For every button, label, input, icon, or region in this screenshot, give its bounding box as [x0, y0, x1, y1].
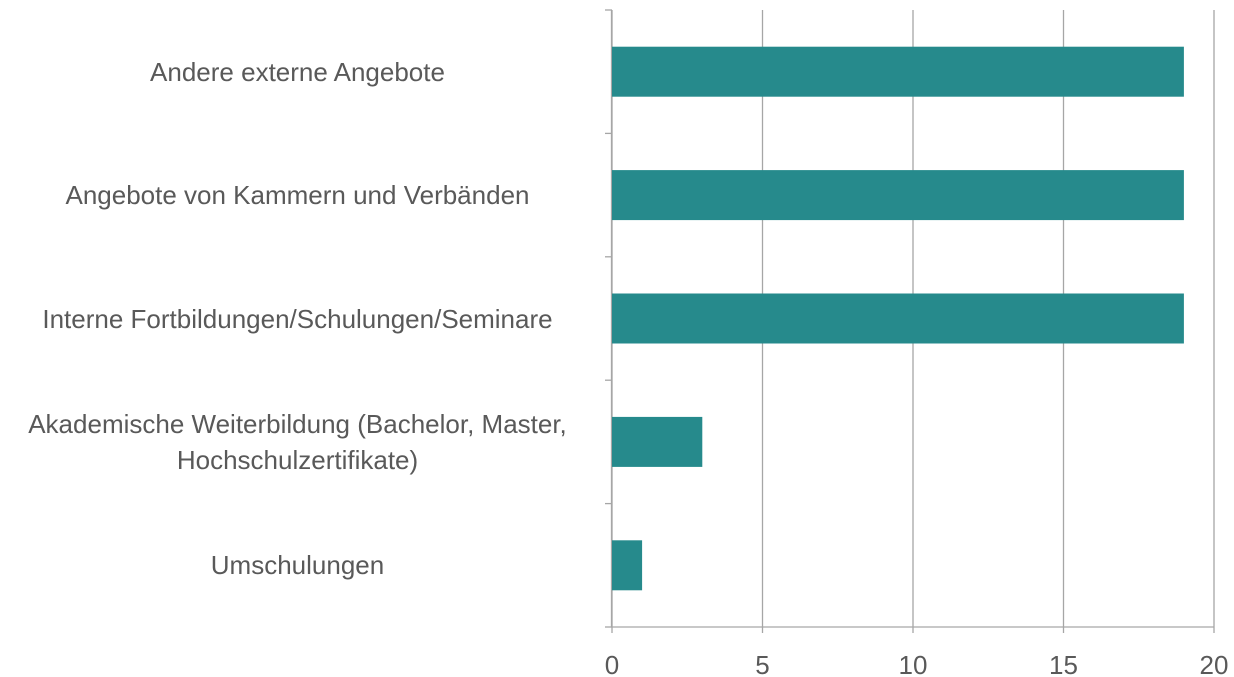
y-tick-label: Andere externe Angebote [150, 56, 445, 87]
y-tick-label: Angebote von Kammern und Verbänden [65, 180, 530, 211]
y-tick-label: Akademische Weiterbildung (Bachelor, Mas… [28, 408, 567, 475]
x-tick-label: 5 [755, 650, 769, 677]
x-tick-label: 20 [1200, 650, 1229, 677]
x-tick-label: 15 [1049, 650, 1078, 677]
bar [612, 293, 1184, 344]
bar [612, 540, 643, 591]
bar [612, 46, 1184, 97]
x-tick-label: 10 [899, 650, 928, 677]
x-tick-label: 0 [605, 650, 619, 677]
y-tick-label: Umschulungen [210, 550, 385, 581]
bar [612, 170, 1184, 221]
bar [612, 416, 703, 467]
y-tick-label: Interne Fortbildungen/Schulungen/Seminar… [42, 303, 553, 334]
